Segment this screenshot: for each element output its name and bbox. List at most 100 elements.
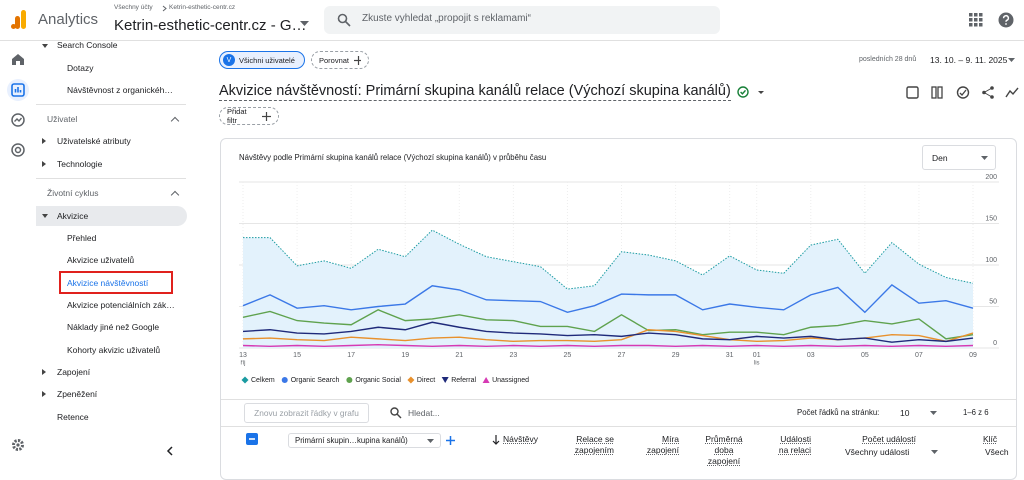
add-dimension[interactable] xyxy=(446,436,455,445)
x-month-label: říj xyxy=(241,361,246,367)
legend-item[interactable]: Unassigned xyxy=(482,377,530,384)
nav-item[interactable]: Akvizice potenciálních zák… xyxy=(67,300,175,310)
property-name[interactable]: Ketrin-esthetic-centr.cz - G… xyxy=(114,17,307,34)
nav-item[interactable]: Zapojení xyxy=(57,367,91,377)
top-bar: Analytics Všechny účty Ketrin-esthetic-c… xyxy=(0,0,1024,41)
column-header[interactable]: Relace se zapojením xyxy=(574,434,614,455)
nav-item[interactable]: Search Console xyxy=(57,40,118,50)
advertising-icon[interactable] xyxy=(11,143,25,157)
chart-title: Návštěvy podle Primární skupina kanálů r… xyxy=(239,153,546,162)
breadcrumb[interactable]: Ketrin-esthetic-centr.cz xyxy=(169,4,236,11)
nav-item[interactable]: Zpeněžení xyxy=(57,389,98,399)
y-tick-label: 100 xyxy=(985,257,997,264)
nav-item[interactable]: Přehled xyxy=(67,233,97,243)
column-header[interactable]: Průměrná doba zapojení xyxy=(705,434,743,466)
reports-icon[interactable] xyxy=(6,79,30,101)
explore-icon[interactable] xyxy=(11,113,25,127)
home-icon[interactable] xyxy=(11,53,25,66)
x-tick-label: 21 xyxy=(455,352,463,359)
breadcrumb[interactable]: Všechny účty xyxy=(114,4,153,11)
compare-chip[interactable]: Porovnat xyxy=(311,51,369,69)
settings-icon[interactable] xyxy=(11,438,25,452)
expand-arrow xyxy=(42,44,48,48)
legend-item[interactable]: Celkem xyxy=(241,376,275,384)
nav-section[interactable]: Životní cyklus xyxy=(47,188,99,198)
column-header[interactable]: Události na relaci xyxy=(778,434,811,455)
nav-item[interactable]: Kohorty akvizic uživatelů xyxy=(67,345,161,355)
expand-arrow xyxy=(42,391,46,397)
table-search[interactable]: Hledat... xyxy=(408,408,440,418)
restore-rows-button[interactable]: Znovu zobrazit řádky v grafu xyxy=(244,403,369,423)
title-status[interactable] xyxy=(737,85,767,99)
x-tick-label: 15 xyxy=(293,352,301,359)
y-tick-label: 0 xyxy=(993,340,997,347)
legend-item[interactable]: Referral xyxy=(441,377,477,384)
nav-item[interactable]: Dotazy xyxy=(67,63,94,73)
dropdown-arrow[interactable] xyxy=(930,411,937,416)
collapse-chevron[interactable] xyxy=(170,116,180,126)
period-label: Den xyxy=(932,153,948,163)
nav-item[interactable]: Akvizice uživatelů xyxy=(67,255,135,265)
column-header[interactable]: Klíč xyxy=(983,434,998,444)
legend-marker xyxy=(407,376,415,384)
nav-item[interactable]: Náklady jiné než Google xyxy=(67,322,160,332)
collapse-chevron[interactable] xyxy=(170,190,180,200)
sort-arrow xyxy=(492,435,500,445)
legend-item[interactable]: Organic Social xyxy=(346,377,401,384)
report-title-row: Akvizice návštěvností: Primární skupina … xyxy=(219,83,767,101)
add-filter-chip[interactable]: Přidat filtr xyxy=(219,107,279,125)
x-tick-label: 29 xyxy=(672,352,680,359)
dimension-dropdown[interactable]: Primární skupin…kupina kanálů) xyxy=(288,433,441,448)
legend-item[interactable]: Direct xyxy=(407,376,435,384)
column-header[interactable]: Míra zapojení xyxy=(646,434,679,455)
x-tick-label: 17 xyxy=(347,352,355,359)
column-filter[interactable]: Všechny události xyxy=(845,447,910,457)
x-tick-label: 31 xyxy=(726,352,734,359)
legend-item[interactable]: Organic Search xyxy=(281,377,340,384)
nav-item[interactable]: Akvizice xyxy=(57,211,89,221)
legend-label: Direct xyxy=(417,377,435,384)
legend-marker xyxy=(441,377,449,383)
x-tick-label: 07 xyxy=(915,352,923,359)
dimension-label: Primární skupin…kupina kanálů) xyxy=(295,436,408,445)
date-dropdown[interactable] xyxy=(1008,58,1015,63)
apps-icon[interactable] xyxy=(969,13,983,27)
legend-marker xyxy=(241,376,249,384)
chart: Návštěvy podle Primární skupina kanálů r… xyxy=(239,153,999,384)
date-range[interactable]: 13. 10. – 9. 11. 2025 xyxy=(930,55,1008,65)
column-filter[interactable]: Všech xyxy=(985,447,1009,457)
legend-marker xyxy=(482,377,490,383)
period-dropdown[interactable]: Den xyxy=(922,145,996,170)
nav-item[interactable]: Technologie xyxy=(57,159,103,169)
report-toolbar[interactable] xyxy=(905,85,1020,101)
search-placeholder: Zkuste vyhledat „propojit s reklamami“ xyxy=(362,13,531,24)
property-dropdown[interactable] xyxy=(300,21,309,27)
select-all-checkbox[interactable] xyxy=(246,433,258,445)
expand-arrow xyxy=(42,161,46,167)
x-tick-label: 25 xyxy=(564,352,572,359)
collapse-nav[interactable] xyxy=(166,446,174,456)
dropdown-arrow[interactable] xyxy=(931,450,938,455)
column-header[interactable]: Návštěvy xyxy=(503,434,538,444)
nav-item[interactable]: Retence xyxy=(57,412,89,422)
column-header[interactable]: Počet událostí xyxy=(862,434,916,444)
help-icon[interactable] xyxy=(998,12,1014,28)
report-nav: Search Console Dotazy Návštěvnost z orga… xyxy=(36,40,198,470)
search-box[interactable] xyxy=(324,6,720,34)
rows-per-page[interactable]: 10 xyxy=(900,408,910,418)
x-tick-label: 09 xyxy=(969,352,977,359)
expand-arrow xyxy=(42,369,46,375)
search-icon xyxy=(390,407,402,419)
date-range-label: posledních 28 dnů xyxy=(859,56,917,63)
left-rail xyxy=(0,41,36,470)
nav-section[interactable]: Uživatel xyxy=(47,114,78,124)
x-tick-label: 27 xyxy=(618,352,626,359)
divider xyxy=(36,178,186,179)
nav-item[interactable]: Návštěvnost z organickéh… xyxy=(67,85,173,95)
segment-chip[interactable]: V Všichni uživatelé xyxy=(219,51,305,69)
logo xyxy=(11,10,26,29)
series-line xyxy=(242,343,974,348)
nav-item-active[interactable]: Akvizice návštěvností xyxy=(67,278,149,288)
nav-item[interactable]: Uživatelské atributy xyxy=(57,136,131,146)
